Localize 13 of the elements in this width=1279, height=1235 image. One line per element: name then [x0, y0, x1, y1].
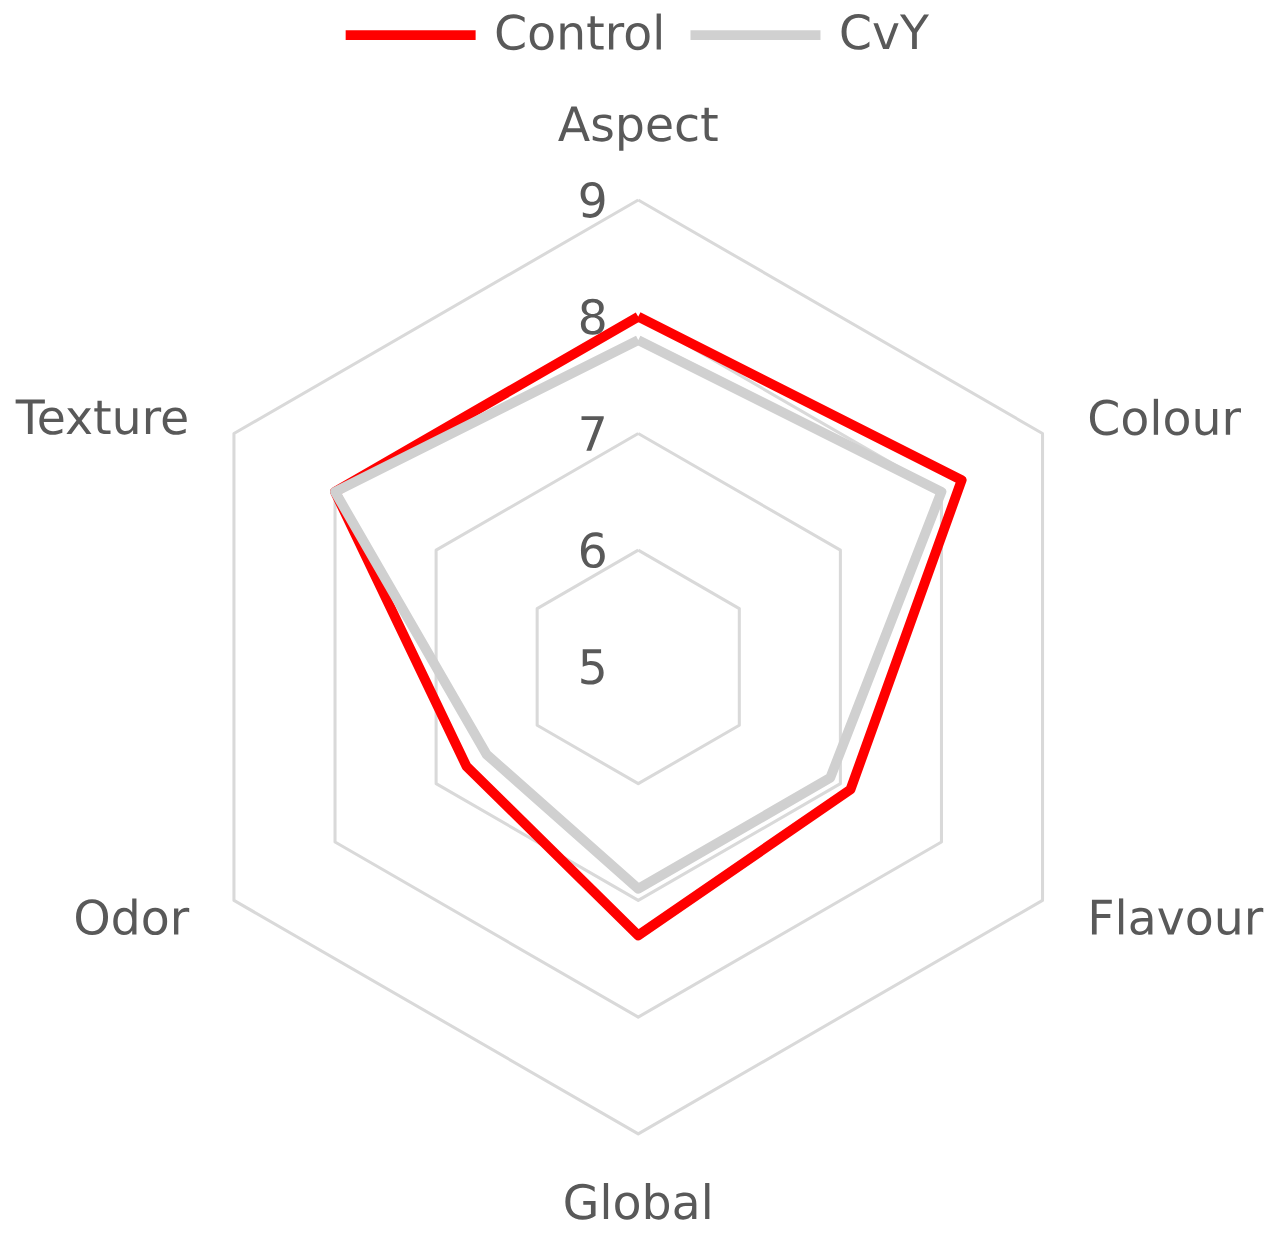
spoke-label: Flavour	[1091, 898, 1264, 935]
spoke-label: Aspect	[558, 106, 718, 151]
y-tick-label: 5	[581, 649, 604, 685]
spoke-label: Texture	[15, 399, 187, 435]
y-tick-label: 6	[580, 532, 605, 568]
legend-label: Control	[496, 13, 661, 50]
spoke-label: Odor	[76, 898, 190, 935]
spoke-label: Colour	[1089, 398, 1241, 436]
legend-label: CvY	[841, 13, 930, 50]
y-tick-label: 7	[581, 415, 604, 451]
y-tick-label: 9	[580, 181, 605, 218]
y-tick-label: 8	[580, 298, 605, 335]
spoke-label: Global	[565, 1182, 710, 1220]
